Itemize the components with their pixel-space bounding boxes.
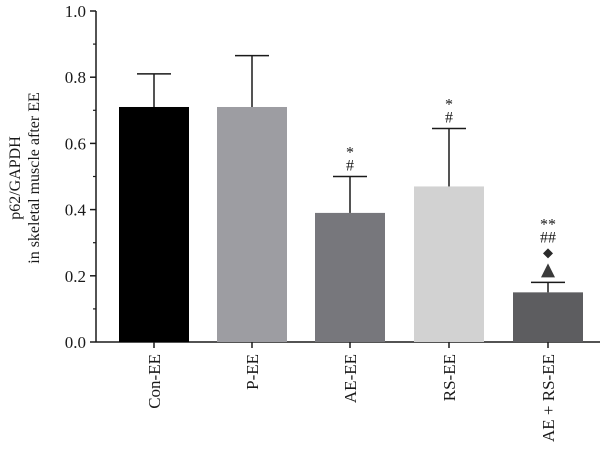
y-axis: 0.0 0.2 0.4 0.6 0.8 1.0 [65,2,97,352]
x-tick-label: AE-EE [341,354,360,403]
bar [513,292,583,342]
significance-star: ** [540,216,556,233]
significance-star: * [445,97,453,114]
bar [217,106,287,343]
bar [315,212,385,342]
x-axis: Con-EE P-EE AE-EE RS-EE AE + RS-EE [96,341,600,442]
significance-hash: # [346,158,354,175]
y-tick-label: 0.4 [65,201,87,220]
x-tick-label: Con-EE [145,354,164,409]
x-tick-label: AE + RS-EE [539,354,558,442]
y-tick-label: 0.8 [65,68,86,87]
x-tick-label: P-EE [243,354,262,390]
significance-hash: # [445,110,453,127]
y-axis-title-line2: in skeletal muscle after EE [26,92,43,263]
y-axis-title-line1: p62/GAPDH [7,136,24,220]
significance-hash: ## [540,229,556,246]
bar [414,186,484,342]
y-tick-label: 0.2 [65,267,86,286]
diamond-icon [543,248,553,259]
significance-star: * [346,145,354,162]
significance-annotations: *#*#**## [346,97,556,278]
y-tick-label: 1.0 [65,2,86,21]
bars [119,106,583,343]
triangle-icon [541,263,555,278]
x-tick-label: RS-EE [440,354,459,401]
y-tick-label: 0.0 [65,333,86,352]
error-bars [137,54,565,293]
bar [119,106,189,343]
y-tick-label: 0.6 [65,134,86,153]
